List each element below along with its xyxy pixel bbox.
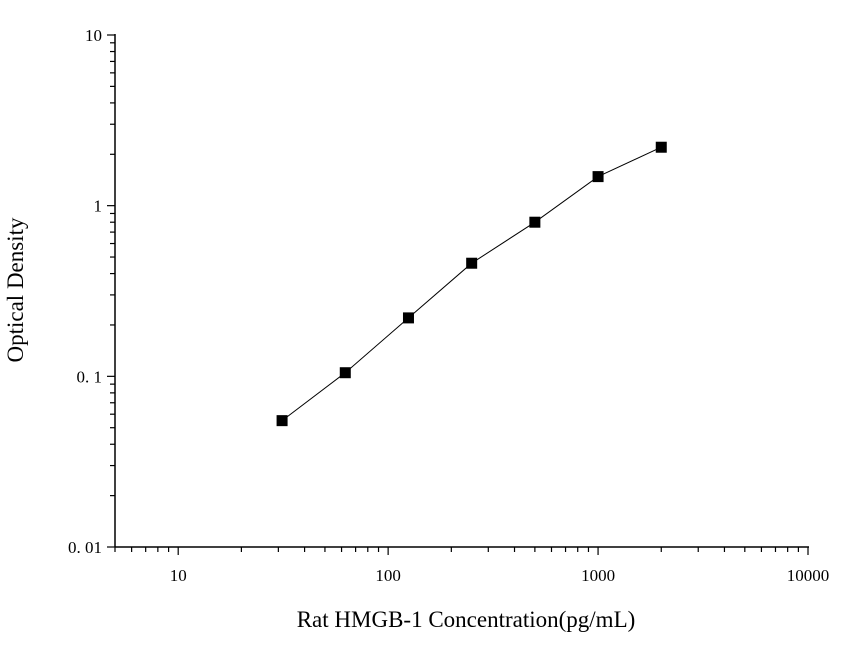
- data-point: [592, 171, 604, 183]
- y-tick-label: 0. 01: [68, 538, 102, 557]
- x-axis-label: Rat HMGB-1 Concentration(pg/mL): [297, 607, 636, 632]
- data-point: [339, 367, 351, 379]
- data-point: [276, 415, 288, 427]
- y-tick-label: 1: [94, 197, 103, 216]
- y-axis-label: Optical Density: [3, 217, 28, 362]
- x-tick-label: 1000: [581, 566, 615, 585]
- y-tick-label: 0. 1: [77, 367, 103, 386]
- x-tick-label: 100: [375, 566, 401, 585]
- series-line: [281, 146, 662, 421]
- data-point: [466, 257, 478, 269]
- data-point: [402, 312, 414, 324]
- x-tick-label: 10: [170, 566, 187, 585]
- axes: 10 100 1000 10000 0. 01 0. 1 1 10: [68, 26, 829, 585]
- data-point: [655, 141, 667, 153]
- data-point: [529, 216, 541, 228]
- x-tick-label: 10000: [787, 566, 830, 585]
- plot-area: [276, 141, 667, 427]
- y-tick-label: 10: [85, 26, 102, 45]
